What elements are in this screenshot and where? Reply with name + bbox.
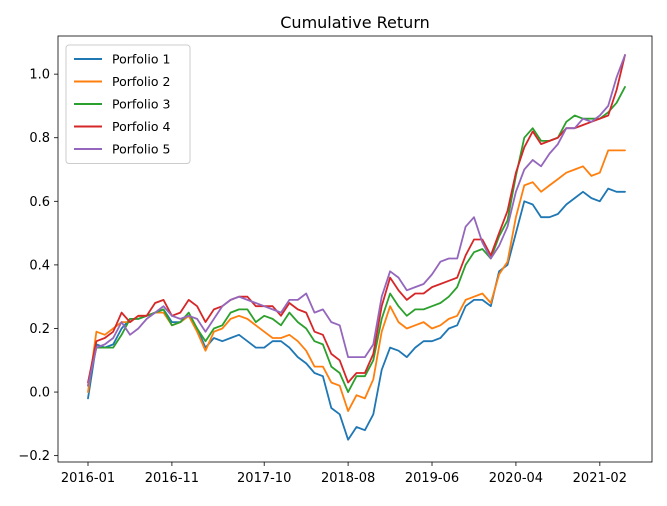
series-line-3: [87, 86, 626, 394]
y-tick-label: 0.8: [29, 131, 50, 146]
y-tick-label: 0.6: [29, 195, 50, 210]
legend: Porfolio 1 Porfolio 2 Porfolio 3 Porfolio 4…: [65, 44, 191, 164]
legend-label: Porfolio 1: [112, 52, 170, 67]
x-tick-label: 2016-01: [61, 471, 115, 486]
x-tick-label: 2021-02: [573, 471, 627, 486]
x-tick-label: 2019-06: [405, 471, 459, 486]
chart-title: Cumulative Return: [280, 13, 430, 32]
plot-frame: [57, 35, 653, 463]
series-line-5: [87, 54, 626, 387]
legend-label: Porfolio 5: [112, 142, 170, 157]
legend-box: [65, 44, 191, 164]
legend-label: Porfolio 4: [112, 119, 170, 134]
y-tick-label: 1.0: [29, 68, 50, 83]
y-tick-label: 0.0: [29, 386, 50, 401]
x-tick-label: 2020-04: [489, 471, 543, 486]
y-tick-label: 0.2: [29, 322, 50, 337]
x-tick-label: 2017-10: [237, 471, 291, 486]
x-tick-label: 2018-08: [321, 471, 375, 486]
x-axis: 2016-01 2016-11 2017-10 2018-08 2019-06 2020-…: [61, 462, 627, 486]
series-line-4: [87, 54, 626, 384]
legend-label: Porfolio 2: [112, 74, 170, 89]
y-axis: −0.2 0.0 0.2 0.4 0.6 0.8 1.0: [18, 68, 58, 464]
series-line-1: [87, 187, 626, 441]
x-tick-label: 2016-11: [145, 471, 199, 486]
series-layer: [87, 54, 626, 441]
y-tick-label: 0.4: [29, 258, 50, 273]
legend-label: Porfolio 3: [112, 97, 170, 112]
y-tick-label: −0.2: [18, 449, 50, 464]
series-line-2: [87, 149, 626, 413]
